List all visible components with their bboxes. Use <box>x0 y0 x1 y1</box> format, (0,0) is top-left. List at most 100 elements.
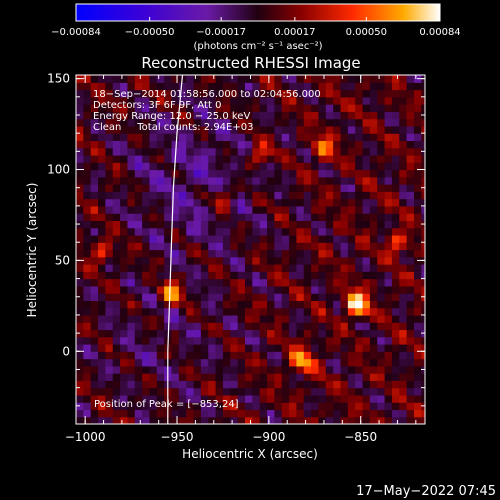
heatmap-cell <box>355 373 364 381</box>
heatmap-cell <box>208 373 217 381</box>
heatmap-cell <box>318 220 327 229</box>
heatmap-cell <box>391 89 400 98</box>
heatmap-cell <box>340 82 349 91</box>
heatmap-cell <box>156 285 165 294</box>
heatmap-cell <box>311 176 320 185</box>
heatmap-cell <box>362 402 371 411</box>
heatmap-cell <box>252 256 261 265</box>
heatmap-cell <box>178 169 187 178</box>
heatmap-cell <box>406 300 415 309</box>
heatmap-cell <box>215 387 224 396</box>
heatmap-cell <box>142 89 151 98</box>
heatmap-cell <box>318 205 327 214</box>
heatmap-cell <box>413 111 422 120</box>
heatmap-cell <box>230 125 239 134</box>
heatmap-cell <box>421 344 425 352</box>
heatmap-cell <box>222 140 231 149</box>
heatmap-cell <box>399 75 408 83</box>
heatmap-cell <box>311 409 320 418</box>
heatmap-cell <box>311 322 320 331</box>
heatmap-cell <box>413 154 422 163</box>
heatmap-cell <box>127 256 136 265</box>
heatmap-cell <box>120 234 129 243</box>
heatmap-cell <box>142 184 151 192</box>
heatmap-cell <box>311 191 320 200</box>
heatmap-cell <box>406 162 415 171</box>
heatmap-cell <box>156 387 165 396</box>
heatmap-cell <box>90 140 99 149</box>
heatmap-cell <box>193 373 202 381</box>
heatmap-cell <box>377 322 386 331</box>
heatmap-cell <box>355 264 364 272</box>
heatmap-cell <box>325 314 334 323</box>
heatmap-cell <box>340 205 349 214</box>
heatmap-cell <box>289 125 298 134</box>
heatmap-cell <box>200 176 209 185</box>
heatmap-cell <box>83 249 92 258</box>
heatmap-cell <box>112 256 121 265</box>
heatmap-cell <box>421 118 425 127</box>
heatmap-cell <box>164 169 173 178</box>
heatmap-cell <box>267 125 275 134</box>
heatmap-cell <box>267 256 275 265</box>
heatmap-cell <box>134 416 143 424</box>
heatmap-cell <box>83 358 92 367</box>
heatmap-cell <box>340 380 349 389</box>
heatmap-cell <box>120 387 129 396</box>
heatmap-cell <box>296 285 305 294</box>
heatmap-cell <box>178 278 187 287</box>
heatmap-cell <box>244 111 253 120</box>
heatmap-cell <box>391 394 400 403</box>
heatmap-cell <box>333 300 342 309</box>
heatmap-cell <box>281 380 290 389</box>
heatmap-cell <box>333 147 342 156</box>
heatmap-cell <box>355 380 364 389</box>
heatmap-cell <box>178 351 187 360</box>
heatmap-cell <box>384 104 393 112</box>
heatmap-cell <box>303 220 312 229</box>
heatmap-cell <box>259 256 268 265</box>
heatmap-cell <box>222 191 231 200</box>
heatmap-cell <box>237 213 246 222</box>
heatmap-cell <box>399 394 408 403</box>
heatmap-cell <box>156 256 165 265</box>
heatmap-cell <box>340 220 349 229</box>
heatmap-cell <box>318 409 327 418</box>
heatmap-cell <box>259 234 268 243</box>
heatmap-cell <box>303 416 312 424</box>
heatmap-cell <box>377 344 386 352</box>
heatmap-cell <box>90 380 99 389</box>
chart-title: Reconstructed RHESSI Image <box>141 54 360 72</box>
heatmap-cell <box>171 336 180 345</box>
heatmap-cell <box>296 344 305 352</box>
heatmap-cell <box>252 402 261 411</box>
colorbar-tick-label: 0.00084 <box>419 27 460 38</box>
heatmap-cell <box>340 278 349 287</box>
heatmap-cell <box>413 264 422 272</box>
heatmap-cell <box>325 416 334 424</box>
heatmap-cell <box>200 191 209 200</box>
heatmap-cell <box>142 402 151 411</box>
heatmap-cell <box>186 329 195 338</box>
heatmap-cell <box>340 133 349 142</box>
heatmap-cell <box>421 234 425 243</box>
heatmap-cell <box>171 329 180 338</box>
heatmap-cell <box>193 402 202 411</box>
heatmap-cell <box>120 184 129 192</box>
heatmap-cell <box>156 234 165 243</box>
heatmap-cell <box>237 154 246 163</box>
heatmap-cell <box>281 154 290 163</box>
heatmap-cell <box>127 198 136 207</box>
heatmap-cell <box>244 314 253 323</box>
heatmap-cell <box>347 249 356 258</box>
heatmap-cell <box>369 314 378 323</box>
heatmap-cell <box>369 402 378 411</box>
heatmap-cell <box>325 205 334 214</box>
heatmap-cell <box>355 140 364 149</box>
heatmap-cell <box>281 198 290 207</box>
heatmap-cell <box>200 249 209 258</box>
heatmap-cell <box>200 402 209 411</box>
heatmap-cell <box>244 344 253 352</box>
heatmap-cell <box>178 336 187 345</box>
heatmap-cell <box>105 387 114 396</box>
